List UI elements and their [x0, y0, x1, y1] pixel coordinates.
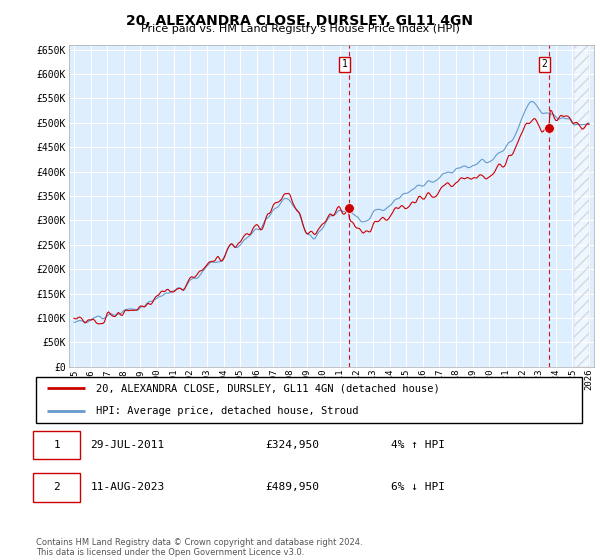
FancyBboxPatch shape — [33, 431, 80, 459]
Text: Price paid vs. HM Land Registry's House Price Index (HPI): Price paid vs. HM Land Registry's House … — [140, 24, 460, 34]
FancyBboxPatch shape — [33, 473, 80, 502]
Text: 2: 2 — [53, 482, 60, 492]
Text: £489,950: £489,950 — [265, 482, 319, 492]
Text: HPI: Average price, detached house, Stroud: HPI: Average price, detached house, Stro… — [96, 407, 359, 416]
Text: 1: 1 — [342, 59, 348, 69]
Text: 29-JUL-2011: 29-JUL-2011 — [91, 440, 165, 450]
Text: 1: 1 — [53, 440, 60, 450]
Text: 2: 2 — [541, 59, 547, 69]
Text: 6% ↓ HPI: 6% ↓ HPI — [391, 482, 445, 492]
Text: 11-AUG-2023: 11-AUG-2023 — [91, 482, 165, 492]
Text: 20, ALEXANDRA CLOSE, DURSLEY, GL11 4GN: 20, ALEXANDRA CLOSE, DURSLEY, GL11 4GN — [127, 14, 473, 28]
Text: 4% ↑ HPI: 4% ↑ HPI — [391, 440, 445, 450]
Text: £324,950: £324,950 — [265, 440, 319, 450]
Text: 20, ALEXANDRA CLOSE, DURSLEY, GL11 4GN (detached house): 20, ALEXANDRA CLOSE, DURSLEY, GL11 4GN (… — [96, 384, 440, 393]
Text: Contains HM Land Registry data © Crown copyright and database right 2024.
This d: Contains HM Land Registry data © Crown c… — [36, 538, 362, 557]
